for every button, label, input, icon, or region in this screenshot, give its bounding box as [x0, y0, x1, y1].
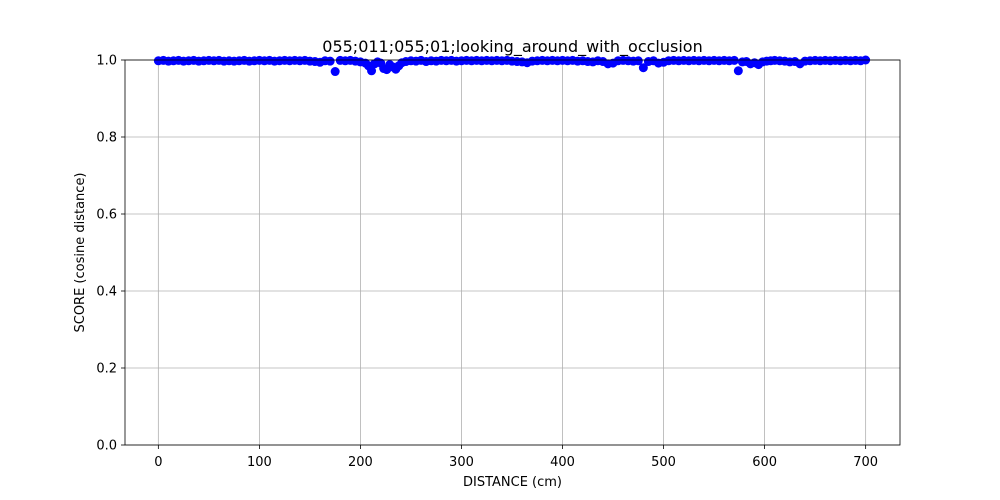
data-point	[325, 56, 335, 66]
y-tick-label: 0.2	[96, 362, 117, 377]
x-tick-label: 600	[752, 455, 777, 470]
data-point	[330, 67, 340, 77]
x-tick-label: 0	[154, 455, 162, 470]
data-point	[733, 66, 743, 76]
x-tick-label: 300	[449, 455, 474, 470]
y-axis-label: SCORE (cosine distance)	[73, 172, 88, 332]
y-tick-label: 0.4	[96, 285, 117, 300]
data-point	[633, 56, 643, 66]
x-tick-label: 400	[550, 455, 575, 470]
x-tick-label: 100	[247, 455, 272, 470]
y-tick-label: 0.8	[96, 131, 117, 146]
data-point	[367, 66, 377, 76]
plot-frame	[124, 59, 901, 446]
x-axis-label: DISTANCE (cm)	[463, 475, 562, 490]
x-tick-label: 500	[651, 455, 676, 470]
ticks-layer: 0 100 200 300 400 500 600 700 0.0 0.2 0.4 0.6 0.8 1.0	[96, 54, 878, 471]
x-tick-label: 200	[348, 455, 373, 470]
chart-title: 055;011;055;01;looking_around_with_occlu…	[322, 37, 702, 57]
y-tick-label: 0.6	[96, 208, 117, 223]
data-point	[638, 63, 648, 73]
x-tick-label: 700	[853, 455, 878, 470]
y-tick-label: 1.0	[96, 54, 117, 69]
y-tick-label: 0.0	[96, 439, 117, 454]
